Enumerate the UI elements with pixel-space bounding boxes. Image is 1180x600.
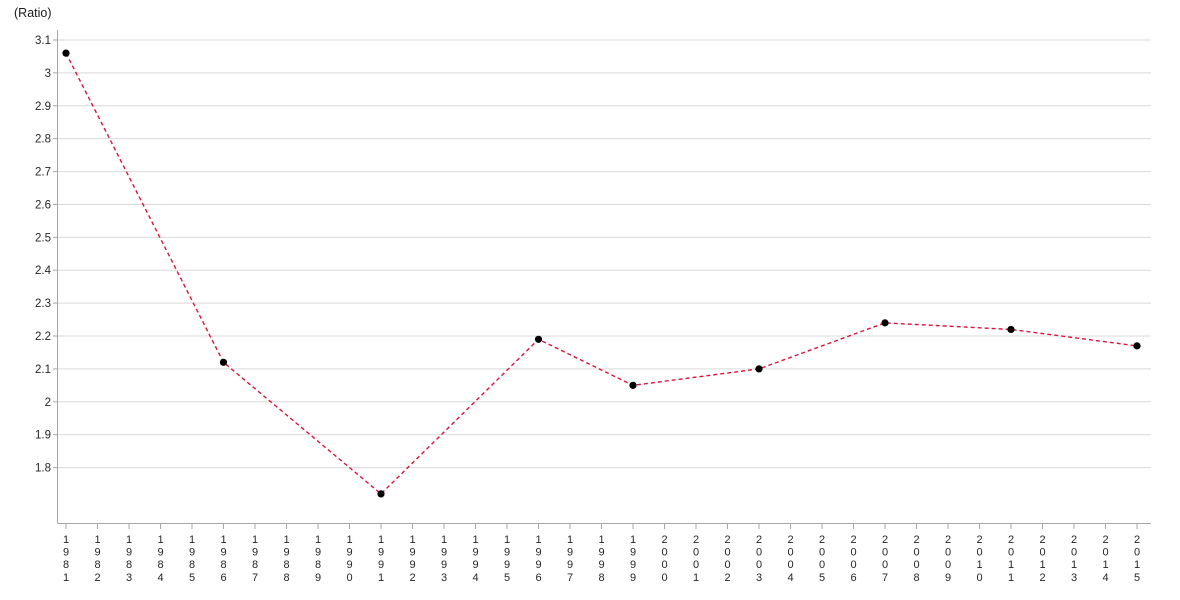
y-axis-tick-label: 1.8 — [35, 463, 51, 475]
y-axis-tick-label: 2.2 — [35, 331, 51, 343]
y-axis-tick-label: 2.6 — [35, 199, 51, 211]
y-axis-tick-label: 2.9 — [35, 101, 51, 113]
series-line — [65, 52, 1138, 495]
data-point-marker — [62, 49, 70, 57]
y-axis-tick-label: 3 — [45, 68, 51, 80]
data-point-marker — [1133, 342, 1141, 350]
y-axis-unit-label: (Ratio) — [14, 6, 52, 20]
y-axis-tick-label: 2.1 — [35, 364, 51, 376]
data-point-marker — [219, 358, 228, 366]
data-point-marker — [534, 335, 543, 343]
y-axis-tick-label: 2.7 — [35, 167, 51, 179]
y-axis-tick-label: 2.8 — [35, 134, 51, 146]
data-point-marker — [881, 319, 889, 327]
y-axis-tick-label: 2.4 — [35, 265, 52, 277]
y-axis-tick-label: 3.1 — [35, 35, 51, 47]
data-point-marker — [1007, 325, 1015, 334]
data-point-marker — [629, 381, 637, 389]
data-point-marker — [755, 365, 763, 373]
y-axis-tick-label: 2.3 — [35, 298, 51, 310]
y-axis-tick-label: 2.5 — [35, 232, 51, 244]
y-axis-tick-label: 1.9 — [35, 430, 51, 442]
y-axis-tick-label: 2 — [45, 397, 51, 409]
data-point-marker — [377, 490, 385, 498]
